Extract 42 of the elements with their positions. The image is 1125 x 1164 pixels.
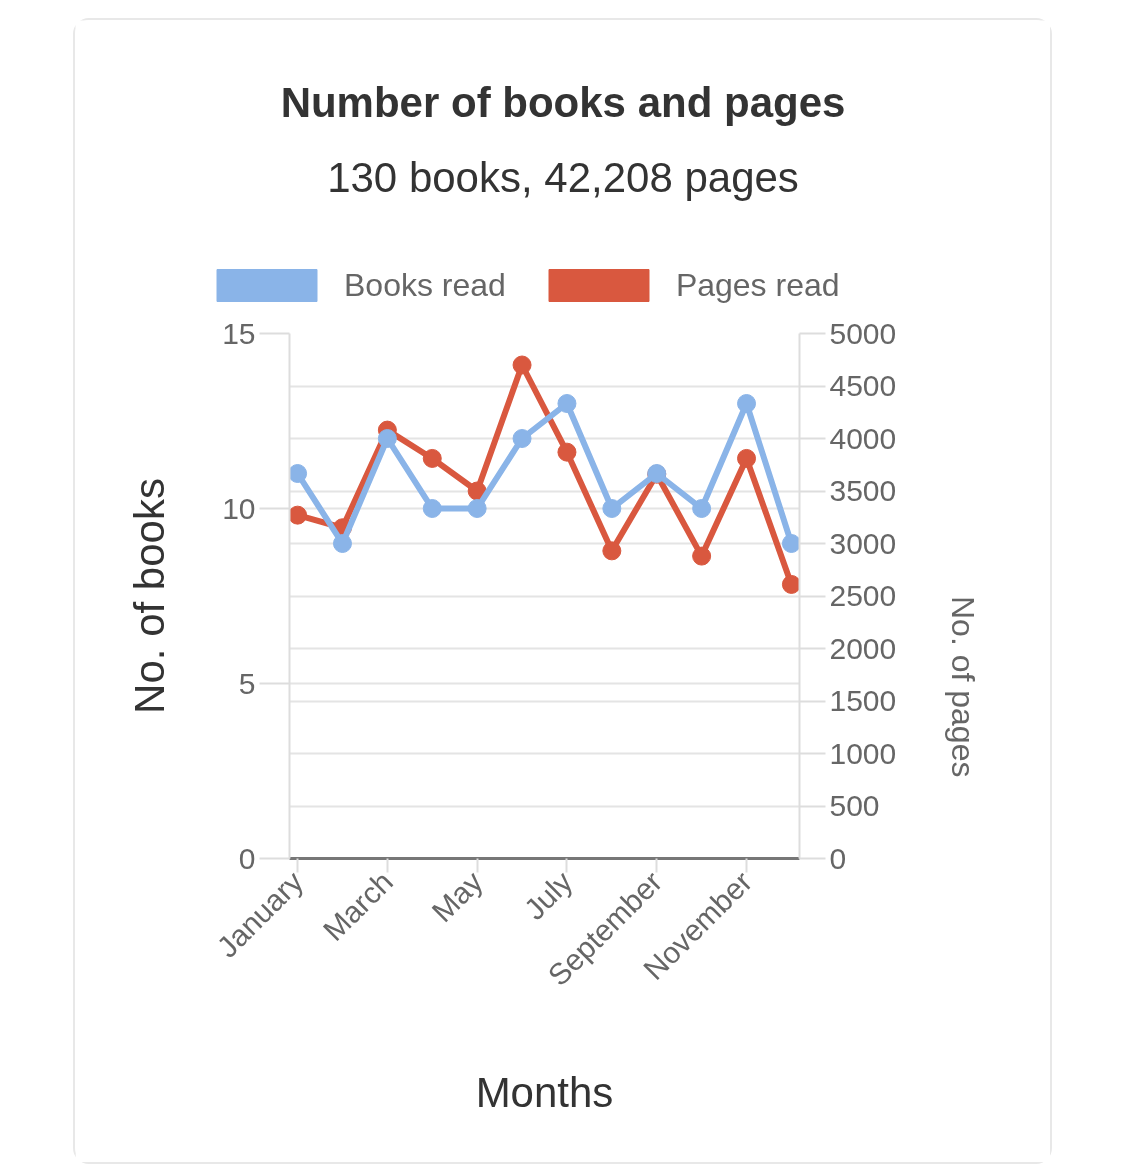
point	[422, 499, 442, 518]
point	[557, 394, 577, 413]
x-axis-title: Months	[475, 1068, 614, 1116]
point	[377, 429, 397, 448]
y-tick-label: 5	[238, 666, 256, 700]
chart-title: Number of books and pages	[280, 79, 846, 126]
y2-tick-label: 5000	[829, 316, 897, 350]
y2-tick-label: 3500	[829, 474, 897, 507]
point	[781, 534, 800, 553]
point	[737, 448, 757, 468]
point	[602, 541, 622, 561]
point	[692, 499, 712, 518]
point	[602, 499, 622, 518]
y2-tick-label: 1500	[829, 684, 897, 717]
y2-tick-label: 0	[829, 841, 847, 875]
y2-tick-label: 1000	[829, 736, 897, 770]
point	[557, 442, 577, 462]
y-tick-label: 10	[222, 491, 256, 525]
point	[512, 429, 532, 448]
point	[289, 464, 308, 483]
legend-label: Pages read	[675, 266, 840, 304]
y-axis-title: No. of books	[126, 478, 174, 714]
y2-tick-label: 4500	[829, 369, 897, 402]
y2-tick-label: 4000	[829, 421, 897, 455]
point	[737, 394, 757, 413]
point	[781, 574, 800, 594]
y2-axis-title: No. of pages	[945, 596, 982, 778]
y2-tick-label: 500	[829, 789, 880, 822]
point	[467, 499, 487, 518]
y-tick-label: 0	[238, 841, 256, 875]
point	[332, 534, 352, 553]
y-tick-label: 15	[222, 316, 256, 350]
y2-tick-label: 3000	[829, 526, 897, 560]
y2-tick-label: 2000	[829, 631, 897, 665]
point	[512, 355, 532, 375]
chart-subtitle: 130 books, 42,208 pages	[327, 154, 799, 201]
point	[692, 546, 712, 566]
y2-tick-label: 2500	[829, 579, 897, 612]
x-tick-label: May	[425, 864, 489, 929]
point	[289, 505, 308, 525]
legend-label: Books read	[344, 266, 506, 304]
point	[422, 448, 442, 468]
